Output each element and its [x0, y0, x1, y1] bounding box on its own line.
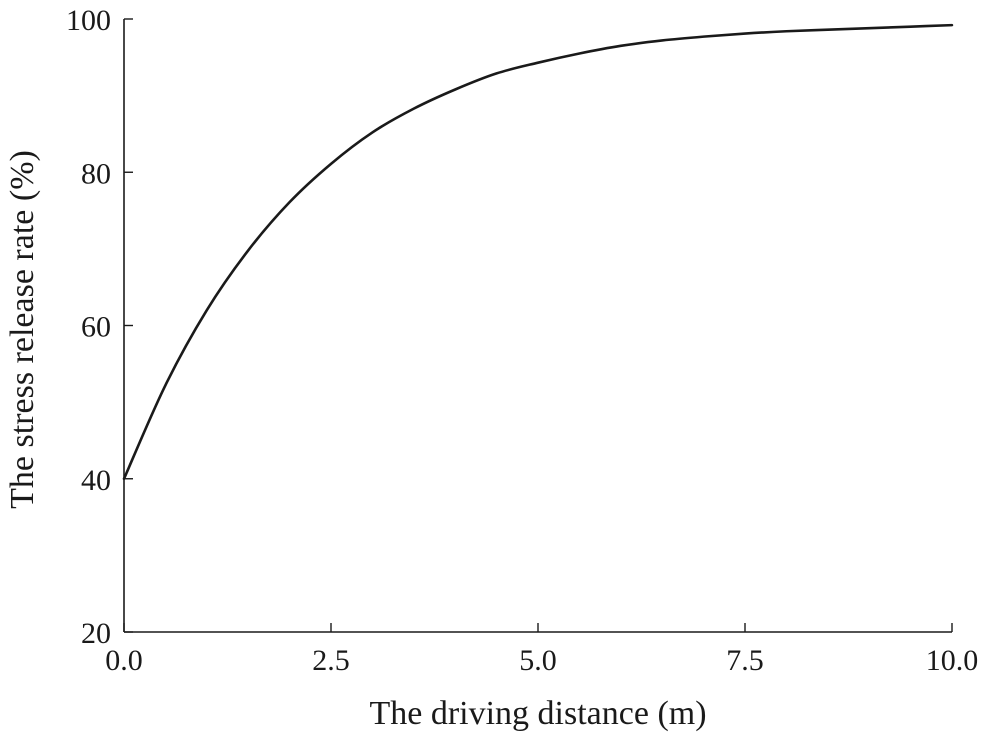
x-tick-label: 7.5 — [726, 644, 764, 677]
x-axis-title: The driving distance (m) — [369, 695, 706, 732]
y-tick-label: 20 — [81, 617, 111, 650]
x-tick-label: 5.0 — [519, 644, 557, 677]
ticks: 0.0 2.5 5.0 7.5 10.0 20 40 60 80 100 — [66, 4, 978, 677]
axes — [123, 19, 952, 633]
series-line — [122, 23, 954, 481]
x-tick-label: 2.5 — [312, 644, 350, 677]
y-tick-label: 40 — [81, 464, 111, 497]
y-axis-title: The stress release rate (%) — [4, 150, 41, 509]
y-tick-label: 80 — [81, 157, 111, 190]
y-tick-label: 100 — [66, 4, 111, 37]
series — [122, 23, 954, 481]
x-tick-label: 0.0 — [105, 644, 143, 677]
y-tick-label: 60 — [81, 311, 111, 344]
x-tick-label: 10.0 — [926, 644, 979, 677]
